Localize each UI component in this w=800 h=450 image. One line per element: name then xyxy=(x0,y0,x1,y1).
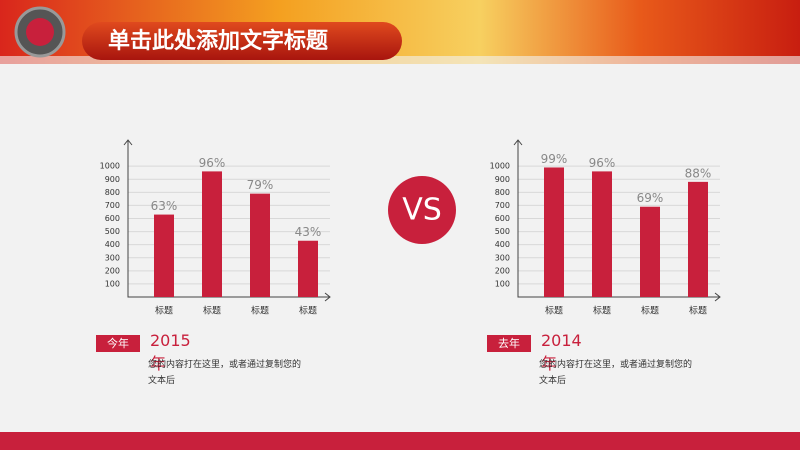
x-tick-label: 标题 xyxy=(545,305,563,317)
bar xyxy=(688,181,708,297)
caption-year: 2014年 xyxy=(541,331,582,373)
x-tick-label: 标题 xyxy=(689,305,707,317)
vs-circle xyxy=(388,176,456,244)
x-tick-label: 标题 xyxy=(299,305,317,317)
caption-text: 您的内容打在这里，或者通过复制您的文本后 xyxy=(539,360,693,386)
axis-arrow xyxy=(513,139,721,302)
y-tick-label: 300 xyxy=(105,253,120,262)
y-tick-label: 100 xyxy=(495,279,510,288)
x-tick-label: 标题 xyxy=(203,305,221,317)
caption-tag: 今年 xyxy=(96,335,140,352)
axis-arrow xyxy=(123,139,331,302)
bar xyxy=(544,167,564,297)
y-tick-label: 600 xyxy=(495,214,510,223)
bar xyxy=(202,171,222,297)
y-tick-label: 600 xyxy=(105,214,120,223)
caption-year: 2015年 xyxy=(150,331,191,373)
value-label: 99% xyxy=(541,152,568,166)
y-tick-label: 1000 xyxy=(490,162,510,171)
title: 单击此处添加文字标题 xyxy=(108,28,329,54)
caption-text: 您的内容打在这里，或者通过复制您的文本后 xyxy=(148,360,302,386)
y-tick-label: 100 xyxy=(105,279,120,288)
bar xyxy=(592,171,612,297)
y-tick-label: 400 xyxy=(105,240,120,249)
y-tick-label: 300 xyxy=(495,253,510,262)
y-tick-label: 900 xyxy=(105,175,120,184)
y-tick-label: 800 xyxy=(495,188,510,197)
y-tick-label: 900 xyxy=(495,175,510,184)
vs-text: VS xyxy=(402,193,442,228)
bar xyxy=(250,193,270,297)
y-tick-label: 1000 xyxy=(100,162,120,171)
value-label: 79% xyxy=(247,178,274,192)
bar xyxy=(298,240,318,297)
value-label: 63% xyxy=(151,199,178,213)
title-pill xyxy=(82,22,402,60)
x-tick-label: 标题 xyxy=(155,305,173,317)
header-fade xyxy=(0,56,800,66)
y-tick-label: 200 xyxy=(105,266,120,275)
value-label: 96% xyxy=(589,156,616,170)
y-tick-label: 400 xyxy=(495,240,510,249)
footer-band xyxy=(0,432,800,450)
x-tick-label: 标题 xyxy=(251,305,269,317)
value-label: 88% xyxy=(685,166,712,180)
y-tick-label: 800 xyxy=(105,188,120,197)
value-label: 43% xyxy=(295,225,322,239)
value-label: 96% xyxy=(199,156,226,170)
y-tick-label: 700 xyxy=(105,201,120,210)
x-tick-label: 标题 xyxy=(593,305,611,317)
bar xyxy=(154,214,174,297)
x-tick-label: 标题 xyxy=(641,305,659,317)
caption-tag: 去年 xyxy=(487,335,531,352)
value-label: 69% xyxy=(637,191,664,205)
badge-core xyxy=(26,18,54,46)
y-tick-label: 500 xyxy=(495,227,510,236)
bar xyxy=(640,206,660,297)
y-tick-label: 700 xyxy=(495,201,510,210)
y-tick-label: 500 xyxy=(105,227,120,236)
y-tick-label: 200 xyxy=(495,266,510,275)
